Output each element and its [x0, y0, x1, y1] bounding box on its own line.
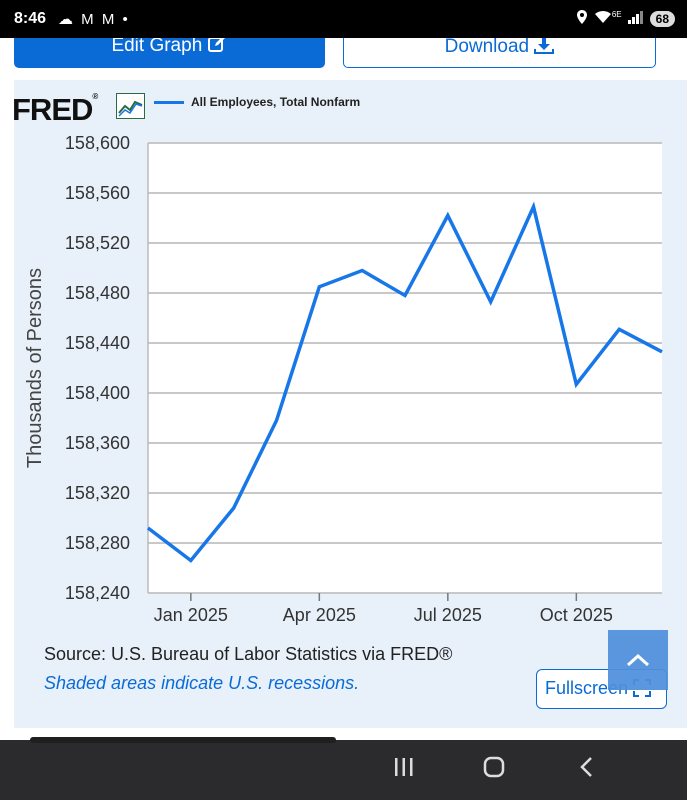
edit-icon [207, 35, 228, 56]
signal-icon [627, 10, 644, 27]
system-nav-bar [0, 740, 687, 800]
network-type: 6E [611, 10, 622, 19]
recents-icon[interactable] [393, 754, 415, 785]
plot-area [148, 143, 662, 593]
scroll-to-top-button[interactable] [608, 630, 668, 690]
x-tick-label: Oct 2025 [540, 605, 613, 625]
y-tick-label: 158,280 [65, 533, 130, 553]
download-label: Download [444, 36, 530, 57]
x-tick-label: Jul 2025 [414, 605, 482, 625]
x-tick-label: Jan 2025 [154, 605, 228, 625]
download-icon [534, 36, 555, 57]
y-tick-label: 158,320 [65, 483, 130, 503]
y-tick-label: 158,480 [65, 283, 130, 303]
y-axis-label: Thousands of Persons [24, 268, 46, 468]
line-chart[interactable]: 158,240 158,280 158,320 158,360 158,400 158,4… [0, 120, 687, 630]
recession-note[interactable]: Shaded areas indicate U.S. recessions. [44, 673, 360, 693]
legend-swatch [154, 101, 184, 104]
y-tick-label: 158,520 [65, 233, 130, 253]
y-tick-label: 158,600 [65, 133, 130, 153]
source-note: Source: U.S. Bureau of Labor Statistics … [44, 644, 453, 664]
status-right: 6E 68 [576, 10, 675, 27]
status-time: 8:46 [14, 10, 47, 27]
home-icon[interactable] [483, 754, 505, 785]
wifi-icon [594, 10, 612, 27]
y-tick-label: 158,560 [65, 183, 130, 203]
y-tick-label: 158,400 [65, 383, 130, 403]
y-tick-label: 158,240 [65, 583, 130, 603]
edit-graph-label: Edit Graph [111, 35, 203, 56]
fred-logo-text: FRED [12, 92, 93, 127]
fred-chart-icon [116, 93, 145, 119]
notification-icons: ☁ M M • [58, 11, 130, 28]
x-tick-label: Apr 2025 [283, 605, 356, 625]
y-tick-label: 158,360 [65, 433, 130, 453]
legend-label[interactable]: All Employees, Total Nonfarm [191, 95, 361, 109]
location-icon [576, 10, 588, 27]
chevron-up-icon [625, 653, 651, 672]
nav-handle [30, 737, 336, 743]
status-bar: 8:46 ☁ M M • 6E 68 [0, 0, 687, 38]
back-icon[interactable] [577, 754, 599, 785]
fred-logo: FRED® [12, 92, 98, 128]
fullscreen-label: Fullscreen [545, 678, 629, 698]
fred-logo-mark: ® [92, 92, 98, 101]
battery-level: 68 [649, 10, 675, 27]
y-tick-label: 158,440 [65, 333, 130, 353]
